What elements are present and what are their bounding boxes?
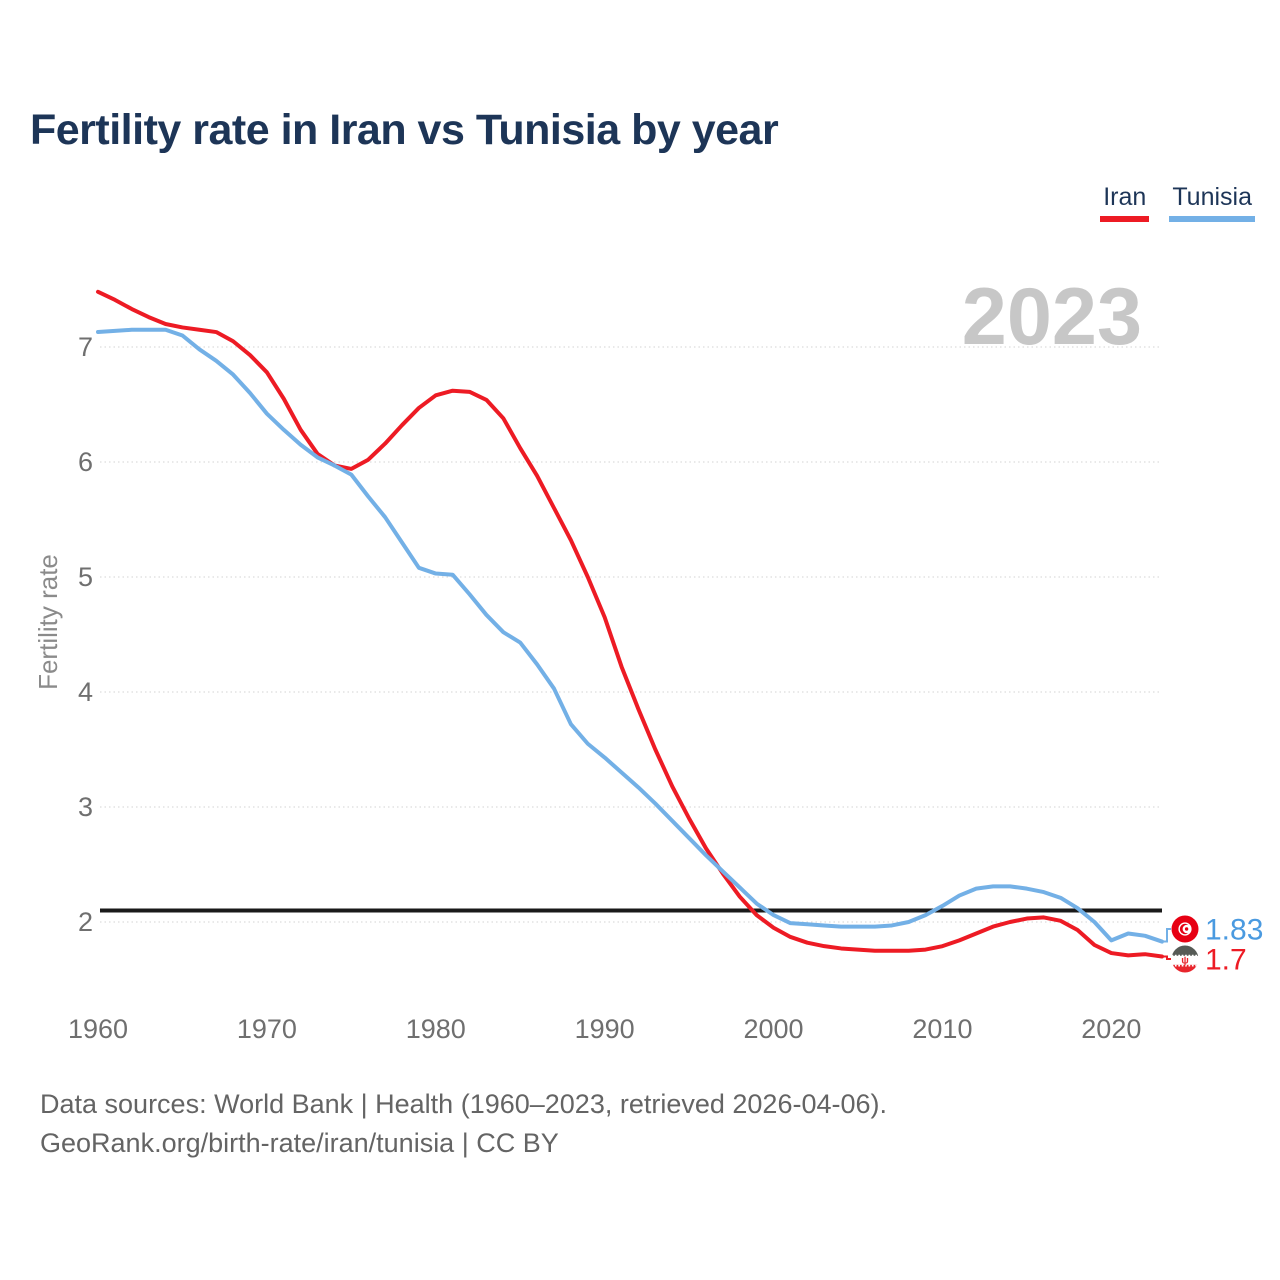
y-tick-label: 7 <box>77 332 93 362</box>
x-tick-label: 2010 <box>912 1014 973 1044</box>
legend: Iran Tunisia <box>1100 183 1255 222</box>
tunisia-end-value: 1.83 <box>1205 914 1263 947</box>
iran-flag-icon: ψ <box>1171 945 1199 973</box>
leader-line <box>1162 955 1171 960</box>
y-tick-label: 3 <box>77 792 93 822</box>
iran-end-value: 1.7 <box>1205 944 1247 977</box>
iran-emblem-glyph: ψ <box>1181 956 1189 967</box>
x-tick-label: 1990 <box>574 1014 635 1044</box>
y-tick-label: 5 <box>77 562 93 592</box>
tunisia-flag-icon <box>1171 915 1199 943</box>
y-tick-label: 6 <box>77 447 93 477</box>
y-tick-label: 2 <box>77 907 93 937</box>
footer-url-line: GeoRank.org/birth-rate/iran/tunisia | CC… <box>40 1128 559 1158</box>
legend-item-tunisia[interactable]: Tunisia <box>1169 183 1255 222</box>
tunisia-line[interactable] <box>96 327 1164 944</box>
x-tick-label: 1960 <box>67 1014 129 1044</box>
chart-title: Fertility rate in Iran vs Tunisia by yea… <box>30 106 779 154</box>
y-tick-label: 4 <box>77 677 93 707</box>
leader-line <box>1162 928 1171 943</box>
x-tick-label: 1970 <box>236 1014 297 1044</box>
legend-item-iran[interactable]: Iran <box>1100 183 1150 222</box>
footer: Data sources: World Bank | Health (1960–… <box>40 1085 887 1163</box>
iran-line[interactable] <box>96 289 1164 959</box>
x-tick-label: 2000 <box>743 1014 804 1044</box>
x-tick-label: 2020 <box>1081 1014 1142 1044</box>
footer-source-line: Data sources: World Bank | Health (1960–… <box>40 1089 887 1119</box>
x-tick-label: 1980 <box>405 1014 466 1044</box>
